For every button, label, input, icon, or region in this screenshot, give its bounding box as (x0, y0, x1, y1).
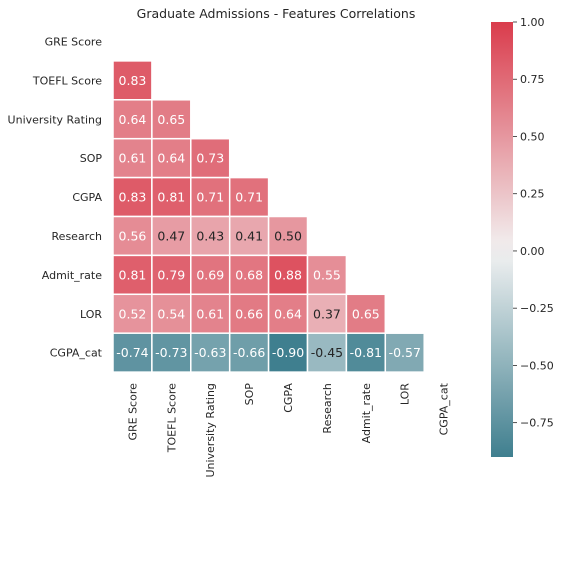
heatmap-value-label: 0.88 (274, 267, 302, 282)
row-label: CGPA_cat (50, 347, 103, 360)
column-label: LOR (399, 383, 412, 405)
colorbar-tick-label: 0.00 (520, 245, 545, 258)
heatmap-value-label: 0.81 (119, 267, 147, 282)
column-labels: GRE Score TOEFL Score University Rating SOP… (126, 382, 450, 477)
heatmap-value-label: 0.54 (157, 306, 185, 321)
heatmap-value-label: 0.71 (235, 190, 263, 205)
chart-title: Graduate Admissions - Features Correlati… (137, 6, 416, 21)
row-label: Research (52, 230, 102, 243)
heatmap-value-label: -0.66 (233, 345, 265, 360)
heatmap-value-label: -0.45 (311, 345, 343, 360)
colorbar-tick-label: 0.75 (520, 73, 545, 86)
row-label: CGPA (72, 191, 102, 204)
row-label: LOR (80, 308, 102, 321)
colorbar-tick-label: −0.50 (520, 359, 554, 372)
heatmap-value-label: 0.52 (119, 306, 147, 321)
heatmap-value-label: 0.47 (157, 228, 185, 243)
row-label: TOEFL Score (32, 74, 102, 87)
heatmap-value-label: 0.64 (119, 112, 147, 127)
heatmap-value-label: 0.55 (313, 267, 341, 282)
heatmap-value-label: 0.50 (274, 228, 302, 243)
heatmap-value-label: -0.74 (116, 345, 148, 360)
colorbar-tick-label: −0.25 (520, 302, 554, 315)
row-label: GRE Score (45, 35, 103, 48)
heatmap-value-label: 0.83 (119, 190, 147, 205)
heatmap-value-label: 0.61 (196, 306, 224, 321)
row-labels: GRE Score TOEFL Score University Rating SOP… (8, 35, 103, 359)
heatmap-value-label: 0.65 (157, 112, 185, 127)
heatmap-value-label: 0.69 (196, 267, 224, 282)
heatmap-value-label: -0.73 (155, 345, 187, 360)
colorbar-tick-label: 1.00 (520, 16, 545, 29)
heatmap-value-label: 0.83 (119, 73, 147, 88)
colorbar-tick-label: −0.75 (520, 417, 554, 430)
heatmap-value-label: -0.63 (194, 345, 226, 360)
heatmap-value-label: -0.81 (350, 345, 382, 360)
column-label: GRE Score (126, 383, 139, 441)
row-label: Admit_rate (42, 269, 102, 282)
column-label: Admit_rate (360, 383, 373, 443)
heatmap-value-label: 0.64 (274, 306, 302, 321)
colorbar (491, 22, 513, 457)
heatmap-value-label: 0.71 (196, 190, 224, 205)
colorbar-tick-label: 0.50 (520, 130, 545, 143)
column-label: SOP (243, 383, 256, 406)
heatmap-cells (113, 61, 424, 372)
heatmap-value-label: -0.90 (272, 345, 304, 360)
heatmap-value-label: -0.57 (389, 345, 421, 360)
row-label: University Rating (8, 113, 102, 126)
heatmap-value-label: 0.37 (313, 306, 341, 321)
column-label: University Rating (204, 383, 217, 477)
heatmap-value-label: 0.81 (157, 190, 185, 205)
heatmap-value-label: 0.41 (235, 228, 263, 243)
heatmap-value-label: 0.56 (119, 228, 147, 243)
heatmap-value-label: 0.64 (157, 151, 185, 166)
heatmap-value-label: 0.65 (352, 306, 380, 321)
heatmap-value-label: 0.66 (235, 306, 263, 321)
heatmap-value-label: 0.79 (157, 267, 185, 282)
column-label: Research (321, 383, 334, 433)
row-label: SOP (80, 152, 103, 165)
column-label: TOEFL Score (165, 383, 178, 453)
heatmap-value-label: 0.68 (235, 267, 263, 282)
colorbar-tick-label: 0.25 (520, 188, 545, 201)
heatmap-value-label: 0.61 (119, 151, 147, 166)
heatmap-value-label: 0.73 (196, 151, 224, 166)
heatmap-value-label: 0.43 (196, 228, 224, 243)
column-label: CGPA_cat (438, 382, 451, 435)
column-label: CGPA (282, 383, 295, 413)
colorbar-ticks: 1.00 0.75 0.50 0.25 0.00 −0.25 −0.50 −0.75 (513, 16, 554, 430)
